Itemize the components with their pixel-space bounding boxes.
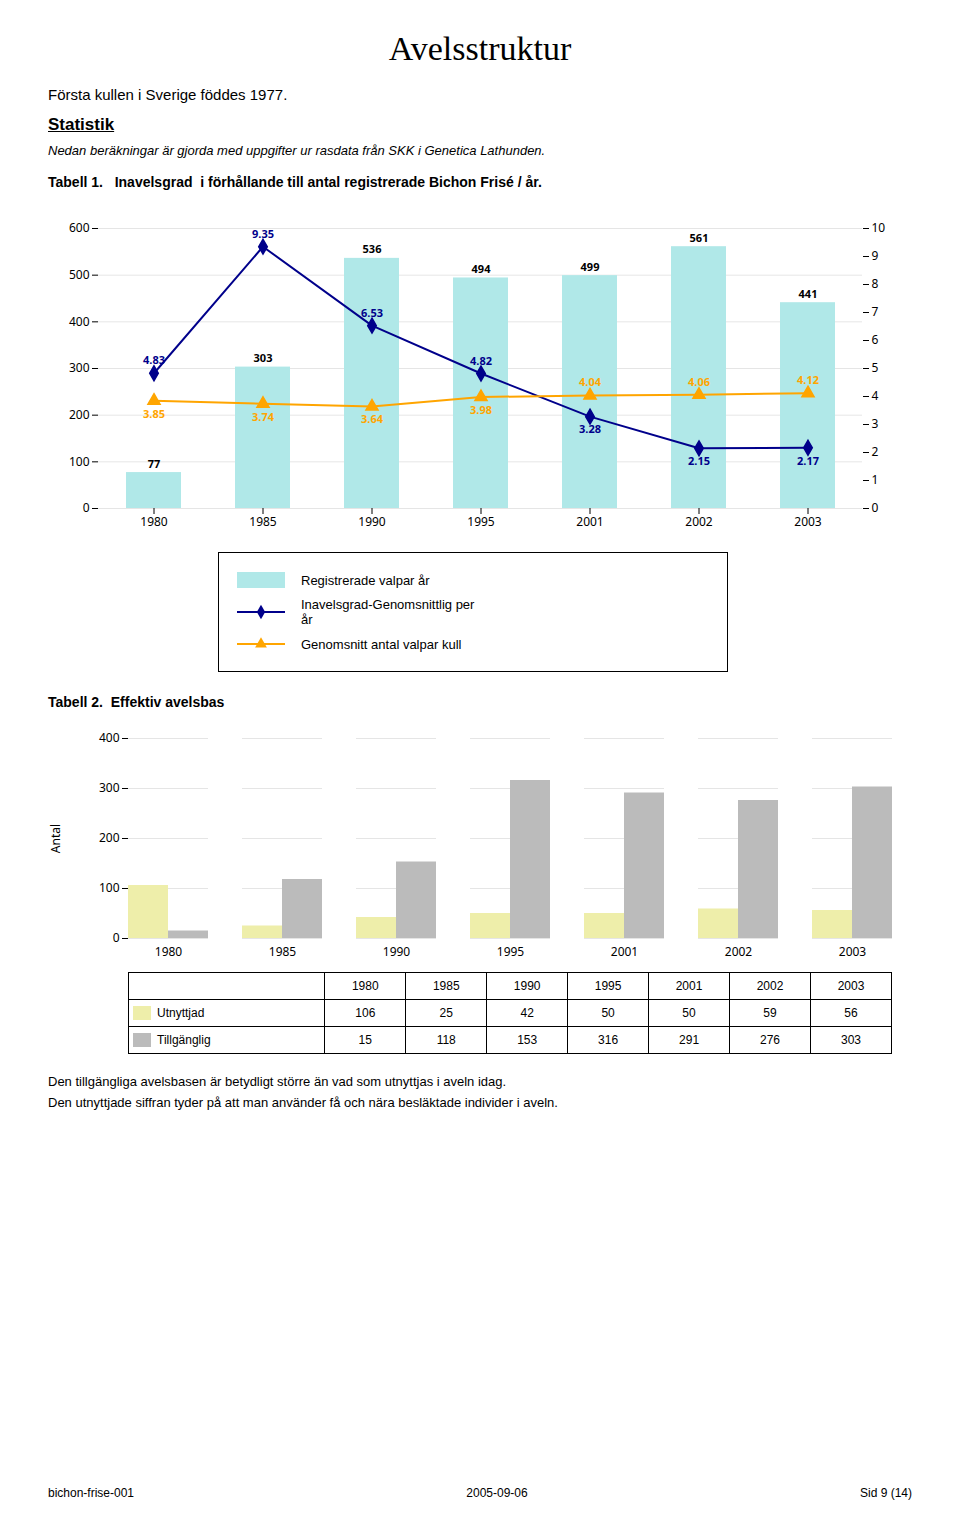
svg-text:1995: 1995 bbox=[467, 513, 495, 530]
svg-text:2001: 2001 bbox=[576, 513, 603, 530]
html-text:1980: 1980 bbox=[351, 979, 379, 993]
svg-text:200: 200 bbox=[69, 406, 90, 423]
svg-text:1985: 1985 bbox=[269, 943, 297, 960]
html-text:Tabell 1. Inavelsgrad i förhål: Tabell 1. Inavelsgrad i förhållande till… bbox=[48, 174, 542, 190]
html-text:Inavelsgrad-Genomsnittlig per: Inavelsgrad-Genomsnittlig per år bbox=[301, 597, 475, 627]
svg-text:6: 6 bbox=[872, 331, 879, 348]
svg-text:2: 2 bbox=[872, 443, 879, 460]
svg-text:2002: 2002 bbox=[685, 513, 713, 530]
svg-text:500: 500 bbox=[69, 266, 90, 283]
html-text:1985: 1985 bbox=[432, 979, 460, 993]
svg-text:0: 0 bbox=[83, 499, 90, 516]
svg-text:2.15: 2.15 bbox=[688, 453, 710, 468]
html-text:106: 106 bbox=[355, 1006, 376, 1020]
svg-text:3.64: 3.64 bbox=[361, 411, 384, 426]
html-text:316: 316 bbox=[598, 1033, 619, 1047]
html-text:2002: 2002 bbox=[756, 979, 784, 993]
html-text:59: 59 bbox=[763, 1006, 777, 1020]
svg-text:536: 536 bbox=[363, 241, 382, 256]
html-text:2005-09-06: 2005-09-06 bbox=[466, 1486, 528, 1500]
svg-text:4.83: 4.83 bbox=[143, 352, 165, 367]
svg-text:0: 0 bbox=[872, 499, 879, 516]
svg-text:2002: 2002 bbox=[725, 943, 753, 960]
html-text:Avelsstruktur: Avelsstruktur bbox=[388, 30, 572, 67]
html-text:291: 291 bbox=[679, 1033, 700, 1047]
svg-text:4.82: 4.82 bbox=[470, 353, 492, 368]
svg-text:200: 200 bbox=[99, 829, 120, 846]
svg-text:1980: 1980 bbox=[155, 943, 183, 960]
svg-text:499: 499 bbox=[581, 259, 600, 274]
svg-text:9.35: 9.35 bbox=[252, 226, 274, 241]
html-text:Sid 9 (14): Sid 9 (14) bbox=[860, 1486, 912, 1500]
svg-text:303: 303 bbox=[254, 350, 273, 365]
svg-text:1995: 1995 bbox=[497, 943, 525, 960]
svg-text:2003: 2003 bbox=[839, 943, 867, 960]
svg-text:1: 1 bbox=[872, 471, 879, 488]
svg-text:10: 10 bbox=[872, 219, 886, 236]
svg-text:77: 77 bbox=[148, 456, 161, 471]
svg-text:4.04: 4.04 bbox=[579, 374, 602, 389]
html-text:2003: 2003 bbox=[837, 979, 865, 993]
svg-text:3.85: 3.85 bbox=[143, 406, 165, 421]
svg-text:2001: 2001 bbox=[611, 943, 638, 960]
html-text:15: 15 bbox=[358, 1033, 372, 1047]
html-text:Nedan beräkningar är gjorda me: Nedan beräkningar är gjorda med uppgifte… bbox=[48, 143, 546, 158]
svg-text:600: 600 bbox=[69, 219, 90, 236]
svg-text:2.17: 2.17 bbox=[797, 453, 819, 468]
html-text:118: 118 bbox=[436, 1033, 456, 1047]
svg-text:4.06: 4.06 bbox=[688, 374, 710, 389]
svg-text:3.74: 3.74 bbox=[252, 409, 275, 424]
html-text:Tillgänglig: Tillgänglig bbox=[157, 1032, 211, 1047]
svg-text:100: 100 bbox=[99, 879, 120, 896]
html-text:Den tillgängliga avelsbasen är: Den tillgängliga avelsbasen är betydligt… bbox=[48, 1074, 507, 1089]
svg-text:7: 7 bbox=[872, 303, 879, 320]
html-text:Första kullen i Sverige föddes: Första kullen i Sverige föddes 1977. bbox=[48, 86, 288, 103]
svg-text:9: 9 bbox=[872, 247, 879, 264]
svg-text:400: 400 bbox=[99, 729, 120, 746]
svg-text:8: 8 bbox=[872, 275, 879, 292]
svg-text:400: 400 bbox=[69, 313, 90, 330]
svg-text:3.98: 3.98 bbox=[470, 402, 492, 417]
svg-text:1990: 1990 bbox=[358, 513, 386, 530]
html-text:Tabell 2. Effektiv avelsbas: Tabell 2. Effektiv avelsbas bbox=[48, 694, 225, 710]
html-text:50: 50 bbox=[601, 1006, 615, 1020]
svg-text:Antal: Antal bbox=[47, 824, 64, 853]
svg-text:4: 4 bbox=[872, 387, 879, 404]
html-text:bichon-frise-001: bichon-frise-001 bbox=[48, 1486, 134, 1500]
html-text:1995: 1995 bbox=[594, 979, 622, 993]
svg-text:1990: 1990 bbox=[383, 943, 411, 960]
html-text:276: 276 bbox=[760, 1033, 780, 1047]
svg-text:0: 0 bbox=[113, 929, 120, 946]
html-text:Statistik: Statistik bbox=[48, 115, 115, 134]
svg-text:100: 100 bbox=[69, 453, 90, 470]
svg-text:494: 494 bbox=[472, 261, 492, 276]
svg-text:441: 441 bbox=[799, 286, 818, 301]
html-text:303: 303 bbox=[841, 1033, 861, 1047]
html-text:2001: 2001 bbox=[675, 979, 703, 993]
html-text:Den utnyttjade siffran tyder p: Den utnyttjade siffran tyder på att man … bbox=[48, 1095, 558, 1110]
html-text:Genomsnitt antal valpar kull: Genomsnitt antal valpar kull bbox=[301, 636, 462, 652]
html-text:42: 42 bbox=[520, 1006, 534, 1020]
svg-text:1980: 1980 bbox=[140, 513, 168, 530]
html-text:56: 56 bbox=[844, 1006, 858, 1020]
html-text:50: 50 bbox=[682, 1006, 696, 1020]
html-text:Registrerade valpar år: Registrerade valpar år bbox=[301, 572, 430, 588]
html-text:1990: 1990 bbox=[513, 979, 541, 993]
svg-text:1985: 1985 bbox=[249, 513, 277, 530]
svg-text:6.53: 6.53 bbox=[361, 305, 383, 320]
svg-text:3: 3 bbox=[872, 415, 879, 432]
svg-text:561: 561 bbox=[690, 230, 709, 245]
html-text:25: 25 bbox=[439, 1006, 453, 1020]
html-text:Utnyttjad: Utnyttjad bbox=[157, 1005, 205, 1020]
svg-text:3.28: 3.28 bbox=[579, 421, 601, 436]
svg-text:300: 300 bbox=[69, 359, 90, 376]
svg-text:300: 300 bbox=[99, 779, 120, 796]
svg-text:2003: 2003 bbox=[794, 513, 822, 530]
svg-text:5: 5 bbox=[872, 359, 879, 376]
svg-text:4.12: 4.12 bbox=[797, 372, 819, 387]
html-text:153: 153 bbox=[517, 1033, 538, 1047]
